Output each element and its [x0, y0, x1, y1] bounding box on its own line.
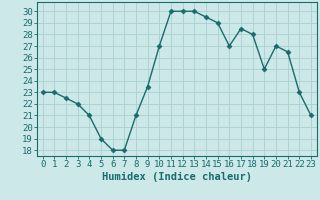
X-axis label: Humidex (Indice chaleur): Humidex (Indice chaleur) [102, 172, 252, 182]
